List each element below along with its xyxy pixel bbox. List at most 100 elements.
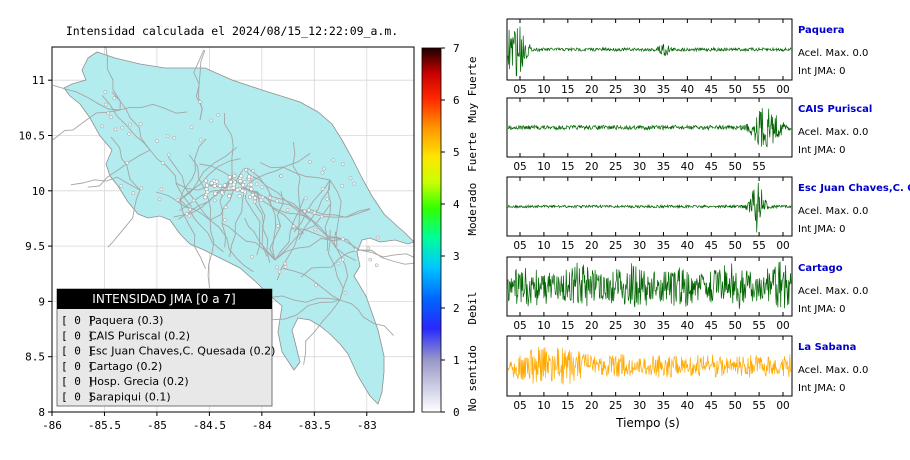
station-dot bbox=[368, 257, 373, 262]
trace-tick-label: 05 bbox=[513, 320, 526, 332]
trace-tick-label: 45 bbox=[705, 161, 718, 173]
station-dot bbox=[352, 181, 357, 186]
x-tick-label: -84 bbox=[252, 419, 272, 432]
trace-tick-label: 55 bbox=[752, 161, 765, 173]
legend-item-value: [ 0 ] bbox=[61, 360, 94, 373]
waveform-line bbox=[507, 108, 792, 148]
legend-item-station: Hosp. Grecia (0.2) bbox=[89, 375, 189, 388]
station-dot bbox=[308, 159, 312, 164]
station-dot bbox=[204, 183, 210, 188]
trace-station-name: CAIS Puriscal bbox=[798, 104, 872, 115]
station-dot bbox=[302, 209, 307, 214]
trace-tick-label: 55 bbox=[752, 240, 765, 252]
y-tick-label: 9.5 bbox=[25, 240, 45, 253]
colorbar-category-label: Moderado bbox=[466, 183, 479, 236]
colorbar-category-label: Debil bbox=[466, 291, 479, 324]
station-dot bbox=[250, 192, 255, 198]
station-dot bbox=[191, 198, 196, 203]
station-dot bbox=[212, 183, 217, 188]
road-line bbox=[155, 191, 211, 221]
station-dot bbox=[241, 182, 246, 188]
legend-item-value: [ 0 ] bbox=[61, 345, 94, 358]
trace-tick-label: 35 bbox=[657, 161, 670, 173]
station-dot bbox=[322, 166, 327, 171]
station-dot bbox=[340, 184, 345, 188]
traces-xlabel: Tiempo (s) bbox=[615, 416, 680, 430]
colorbar-category-label: Muy Fuerte bbox=[466, 56, 479, 122]
station-dot bbox=[239, 173, 244, 179]
station-dot bbox=[274, 265, 279, 270]
legend-item-station: Sarapiqui (0.1) bbox=[89, 391, 171, 404]
road-line bbox=[244, 153, 311, 189]
station-dot bbox=[100, 124, 105, 129]
station-dot bbox=[203, 195, 208, 200]
station-dot bbox=[276, 224, 280, 228]
trace-frame bbox=[506, 335, 793, 397]
station-dot bbox=[320, 186, 325, 191]
trace-tick-label: 20 bbox=[585, 161, 598, 173]
road-line bbox=[333, 231, 349, 301]
station-dot bbox=[127, 132, 132, 136]
trace-tick-label: 15 bbox=[561, 320, 574, 332]
station-dot bbox=[260, 195, 265, 200]
station-dot bbox=[374, 263, 379, 268]
trace-tick-label: 55 bbox=[752, 400, 765, 412]
road-line bbox=[303, 299, 341, 365]
colorbar-tick-label: 1 bbox=[453, 354, 460, 367]
costa-rica-land bbox=[63, 51, 414, 405]
trace-tick-label: 55 bbox=[752, 320, 765, 332]
trace-tick-label: 45 bbox=[705, 240, 718, 252]
trace-station-name: La Sabana bbox=[798, 342, 856, 353]
trace-tick-label: 25 bbox=[609, 161, 622, 173]
trace-acel-max: Acel. Max. 0.0 bbox=[798, 48, 868, 59]
trace-tick-label: 30 bbox=[633, 400, 646, 412]
road-line bbox=[179, 199, 206, 269]
road-line bbox=[111, 91, 151, 151]
colorbar-tick-label: 6 bbox=[453, 94, 460, 107]
station-dot bbox=[165, 134, 170, 138]
station-dot bbox=[325, 196, 330, 201]
road-line bbox=[300, 249, 361, 278]
trace-tick-label: 50 bbox=[728, 320, 741, 332]
colorbar-labels: No sentido Debil Moderado Fuerte Muy Fuerte bbox=[466, 56, 479, 411]
station-dot bbox=[189, 125, 194, 130]
waveform-panels: 05 10 15 20 25 30 35 40 45 50 55 00 Paquera Acel. Max… bbox=[506, 18, 910, 412]
station-dot bbox=[175, 198, 180, 202]
colorbar-ticks: 0 1 2 3 4 5 6 7 bbox=[441, 42, 460, 419]
road-line bbox=[293, 179, 331, 233]
road-line bbox=[209, 219, 254, 273]
station-dot bbox=[314, 283, 318, 287]
station-dot bbox=[119, 184, 124, 188]
trace-tick-label: 25 bbox=[609, 320, 622, 332]
station-dot bbox=[331, 158, 336, 162]
legend-items: [ 0 ]Paquera (0.3)[ 0 ]CAIS Puriscal (0.… bbox=[61, 314, 275, 404]
station-dot bbox=[306, 208, 311, 213]
trace-panel: 05 10 15 20 25 30 35 40 45 50 55 00 Esc Juan Chaves,… bbox=[506, 176, 910, 252]
colorbar-tick-label: 3 bbox=[453, 250, 460, 263]
station-dot bbox=[103, 102, 108, 107]
trace-tick-label: 50 bbox=[728, 240, 741, 252]
road-line bbox=[179, 187, 246, 211]
colorbar: 0 1 2 3 4 5 6 7 No sentido Debil Moderado Fuerte Mu… bbox=[421, 42, 479, 419]
station-dot bbox=[375, 235, 380, 240]
station-dot bbox=[112, 96, 117, 101]
station-dot bbox=[312, 210, 317, 215]
trace-station-name: Paquera bbox=[798, 25, 845, 36]
trace-tick-label: 15 bbox=[561, 84, 574, 96]
trace-tick-label: 40 bbox=[681, 320, 694, 332]
station-dot bbox=[106, 111, 111, 116]
trace-tick-label: 20 bbox=[585, 84, 598, 96]
station-dot bbox=[348, 176, 353, 180]
road-line bbox=[221, 222, 276, 261]
road-line bbox=[244, 187, 261, 256]
station-dot bbox=[216, 113, 221, 117]
station-dot bbox=[228, 179, 233, 185]
legend-item-value: [ 0 ] bbox=[61, 329, 94, 342]
road-line bbox=[179, 138, 207, 201]
station-dot bbox=[160, 161, 165, 165]
station-dot bbox=[285, 208, 290, 212]
station-dot bbox=[336, 261, 341, 266]
road-line bbox=[179, 158, 241, 201]
trace-int-jma: Int JMA: 0 bbox=[798, 304, 846, 315]
